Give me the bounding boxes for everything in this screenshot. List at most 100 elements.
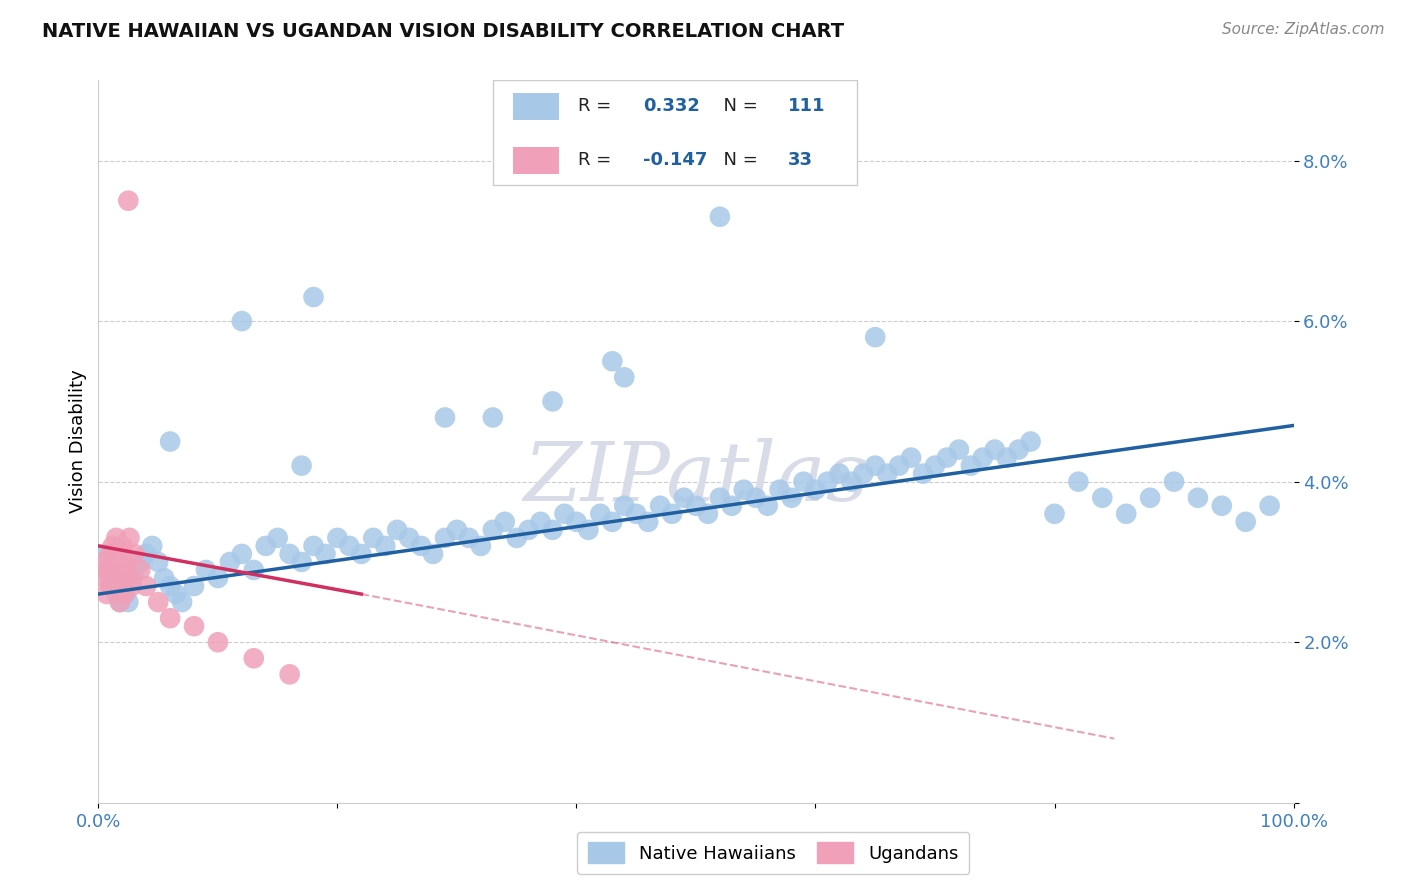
Point [481, 410, 505, 425]
Point [115, 555, 138, 569]
Point [1187, 491, 1209, 505]
Point [326, 531, 349, 545]
Point [793, 475, 815, 489]
Point [195, 563, 218, 577]
Point [114, 587, 136, 601]
Point [97, 563, 120, 577]
Point [1067, 475, 1090, 489]
Point [121, 579, 143, 593]
Point [118, 531, 141, 545]
Point [374, 539, 396, 553]
Point [148, 555, 170, 569]
Point [339, 539, 361, 553]
Point [613, 499, 636, 513]
Point [924, 458, 946, 473]
Point [1115, 507, 1137, 521]
Point [602, 354, 624, 368]
Point [129, 555, 152, 569]
Point [661, 507, 683, 521]
Point [1091, 491, 1114, 505]
Point [103, 555, 125, 569]
Point [530, 515, 553, 529]
Point [278, 547, 301, 561]
Text: 0.332: 0.332 [644, 97, 700, 115]
Point [315, 547, 337, 561]
Point [93, 555, 115, 569]
Text: 33: 33 [787, 152, 813, 169]
Point [172, 595, 194, 609]
Point [852, 467, 875, 481]
Point [165, 587, 187, 601]
Point [124, 547, 146, 561]
Point [111, 571, 134, 585]
Point [159, 434, 181, 449]
Point [105, 563, 128, 577]
Point [745, 491, 768, 505]
Text: NATIVE HAWAIIAN VS UGANDAN VISION DISABILITY CORRELATION CHART: NATIVE HAWAIIAN VS UGANDAN VISION DISABI… [42, 22, 845, 41]
Point [117, 595, 139, 609]
Point [673, 491, 696, 505]
Point [589, 507, 612, 521]
Text: Source: ZipAtlas.com: Source: ZipAtlas.com [1222, 22, 1385, 37]
Point [243, 651, 266, 665]
Point [709, 491, 731, 505]
Point [517, 523, 540, 537]
Point [105, 587, 128, 601]
Point [828, 467, 851, 481]
Point [114, 587, 136, 601]
Point [733, 483, 755, 497]
Point [494, 515, 516, 529]
Point [105, 531, 128, 545]
Text: 111: 111 [787, 97, 825, 115]
Point [756, 499, 779, 513]
Point [984, 442, 1007, 457]
Point [434, 410, 457, 425]
Point [363, 531, 385, 545]
Point [111, 579, 134, 593]
Point [129, 563, 152, 577]
Point [481, 523, 505, 537]
FancyBboxPatch shape [494, 80, 858, 185]
Legend: Native Hawaiians, Ugandans: Native Hawaiians, Ugandans [578, 831, 969, 874]
Point [124, 563, 146, 577]
Point [960, 458, 983, 473]
Point [231, 547, 253, 561]
Point [721, 499, 744, 513]
Point [96, 587, 118, 601]
Point [159, 611, 181, 625]
Y-axis label: Vision Disability: Vision Disability [69, 369, 87, 514]
Point [93, 571, 115, 585]
Point [804, 483, 827, 497]
Point [434, 531, 457, 545]
Point [470, 539, 492, 553]
Point [889, 458, 911, 473]
Point [108, 547, 131, 561]
Point [267, 531, 290, 545]
Point [900, 450, 922, 465]
Text: N =: N = [711, 152, 763, 169]
Point [865, 458, 887, 473]
Point [98, 571, 122, 585]
Point [411, 539, 433, 553]
Point [565, 515, 588, 529]
Point [1258, 499, 1281, 513]
Point [1139, 491, 1161, 505]
Point [153, 571, 176, 585]
Point [458, 531, 481, 545]
Point [111, 539, 134, 553]
Point [626, 507, 648, 521]
Point [183, 619, 205, 633]
Point [541, 523, 564, 537]
Point [254, 539, 277, 553]
Point [554, 507, 576, 521]
Point [350, 547, 373, 561]
Point [1163, 475, 1185, 489]
Point [768, 483, 790, 497]
Text: ZIPatlas: ZIPatlas [523, 438, 869, 517]
Point [422, 547, 444, 561]
Point [948, 442, 970, 457]
Point [117, 194, 139, 208]
Point [141, 539, 163, 553]
Point [159, 579, 181, 593]
FancyBboxPatch shape [513, 93, 558, 120]
